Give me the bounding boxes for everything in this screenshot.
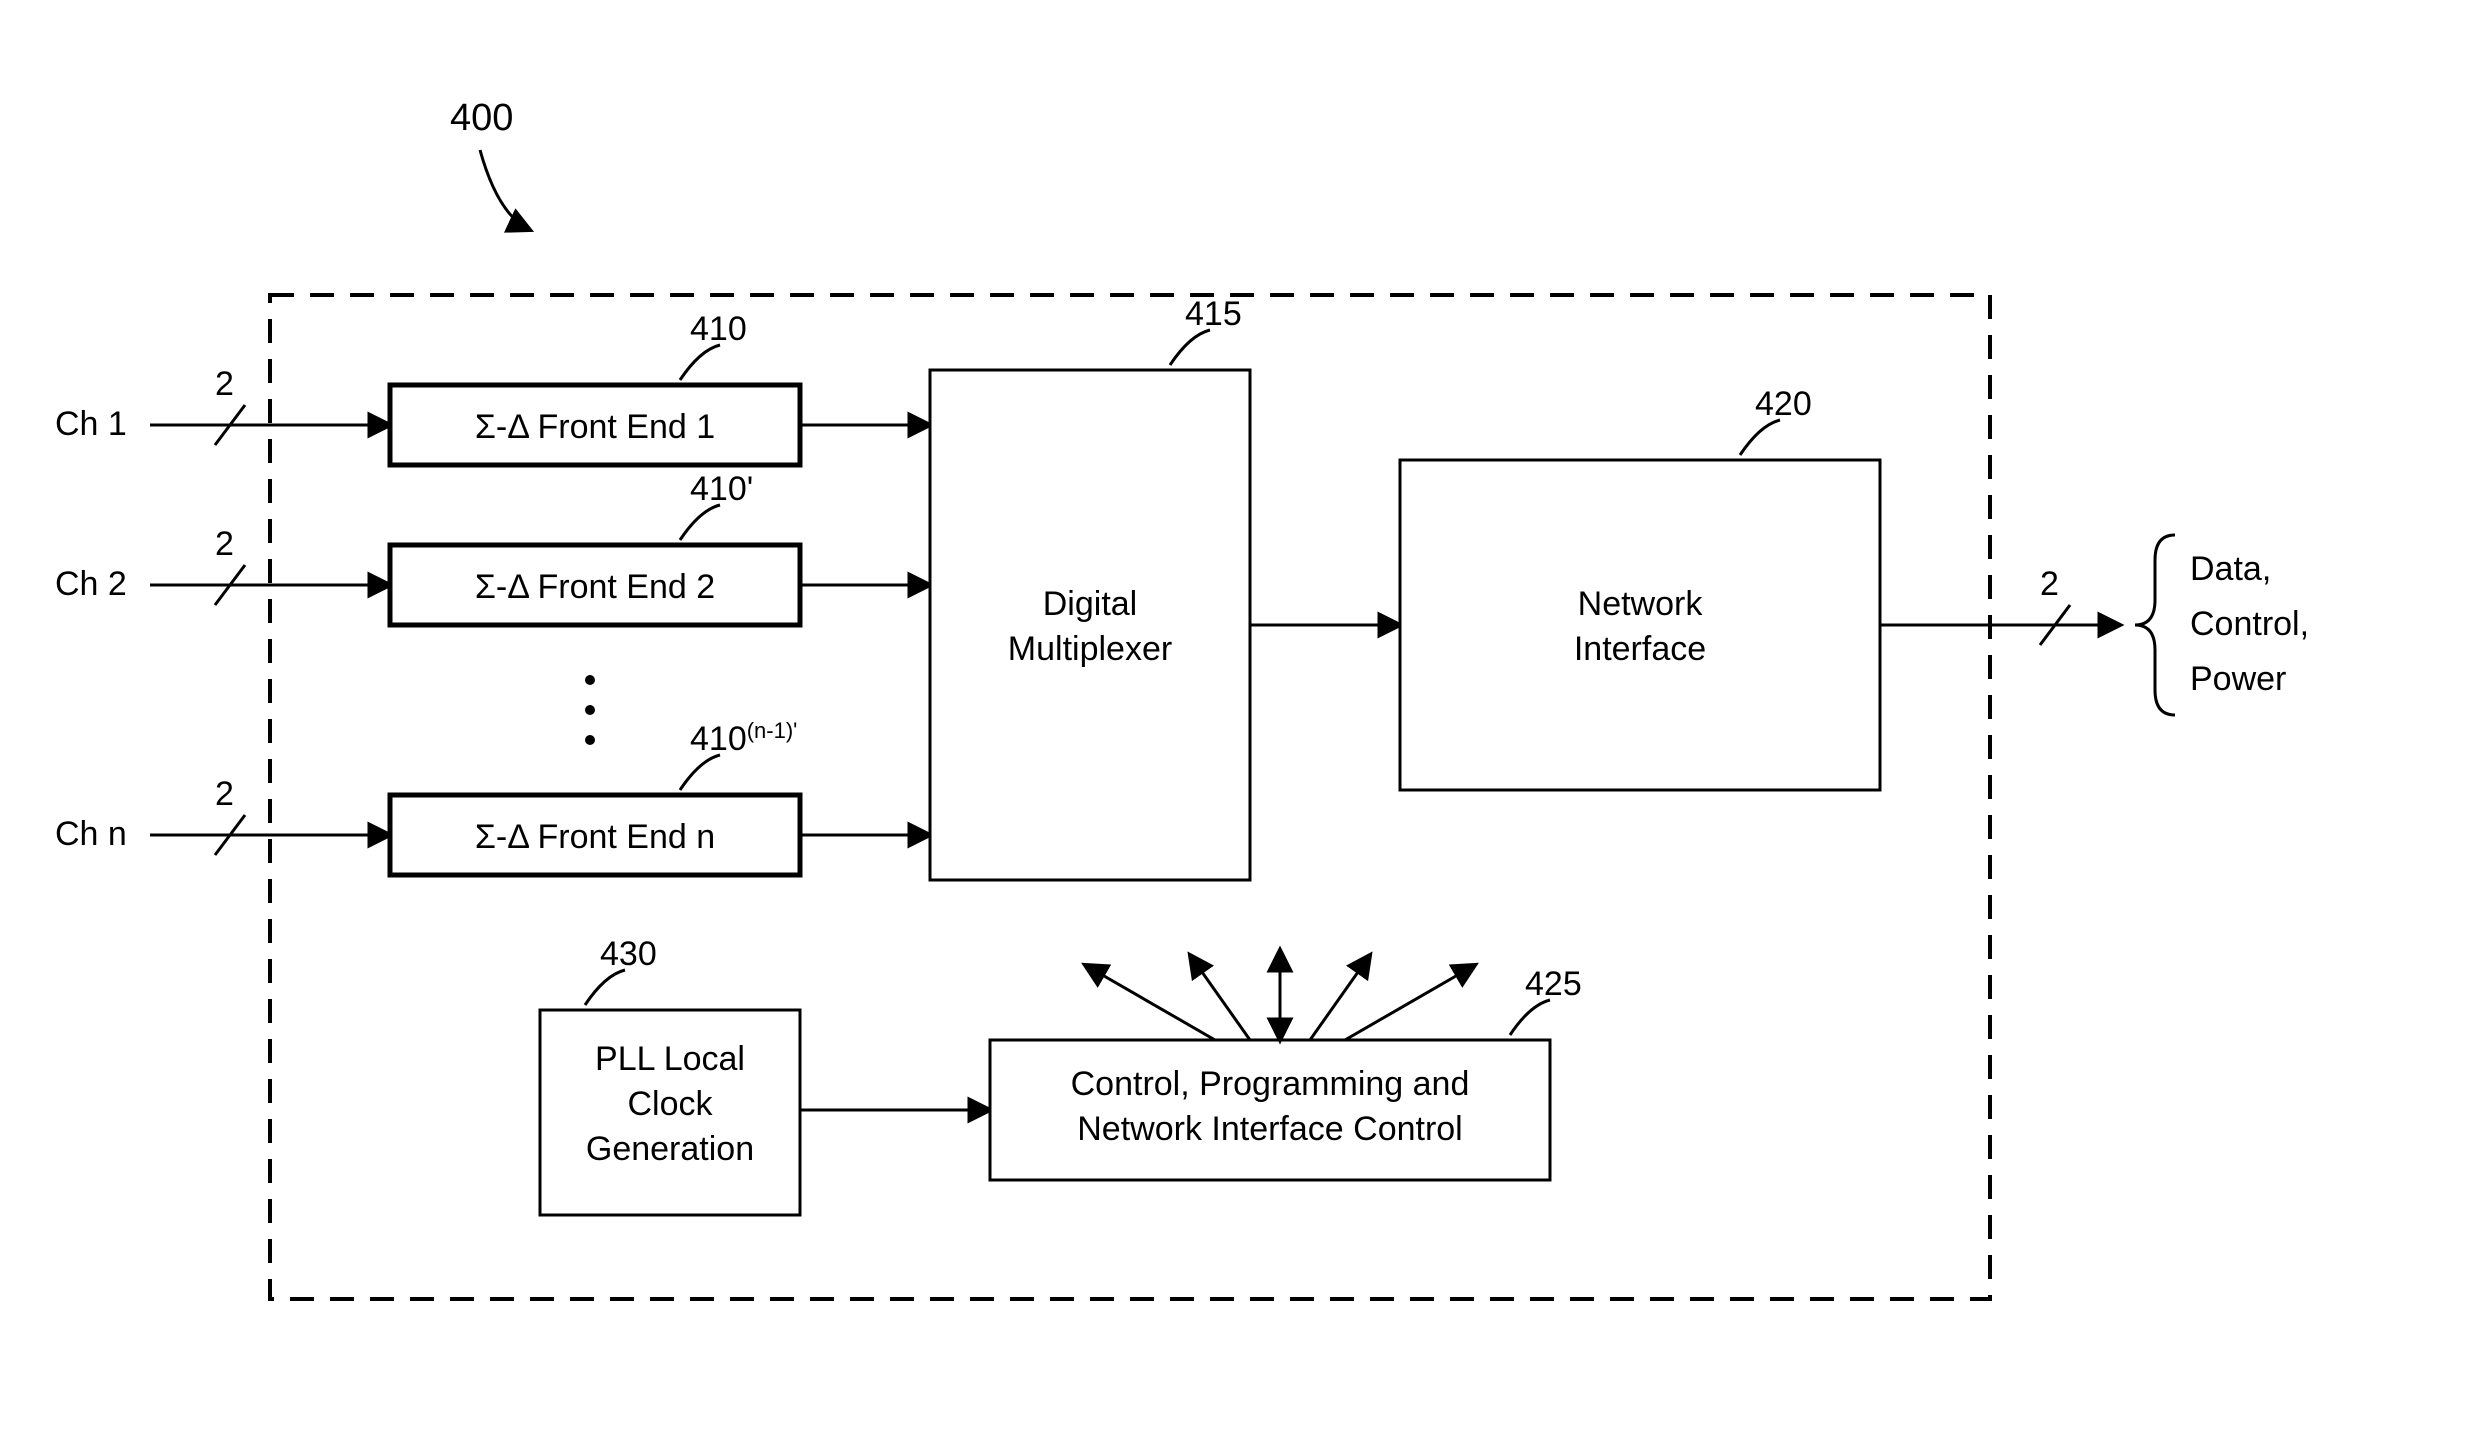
out-bus: 2 — [2040, 565, 2059, 603]
ch1-label: Ch 1 — [55, 405, 127, 443]
fen-ref-tick — [680, 755, 720, 790]
pll-label-3: Generation — [586, 1130, 754, 1168]
netif-label-1: Network — [1578, 585, 1704, 623]
netif-ref: 420 — [1755, 385, 1812, 423]
fe1-ref: 410 — [690, 310, 747, 348]
ellipsis-dot — [585, 735, 595, 745]
fe2-ref-tick — [680, 505, 720, 540]
ctrl-fan-4 — [1310, 955, 1370, 1040]
front-end-n-label: Σ-Δ Front End n — [475, 818, 715, 856]
mux-ref: 415 — [1185, 295, 1242, 333]
ctrl-fan-2 — [1190, 955, 1250, 1040]
ctrl-ref-tick — [1510, 1000, 1550, 1035]
digital-multiplexer — [930, 370, 1250, 880]
mux-label-1: Digital — [1043, 585, 1137, 623]
ellipsis-dot — [585, 675, 595, 685]
network-interface — [1400, 460, 1880, 790]
ch2-bus: 2 — [215, 525, 234, 563]
ctrl-fan-5 — [1345, 965, 1475, 1040]
ellipsis-dot — [585, 705, 595, 715]
mux-ref-tick — [1170, 330, 1210, 365]
ch1-bus: 2 — [215, 365, 234, 403]
pll-ref-tick — [585, 970, 625, 1005]
ch2-label: Ch 2 — [55, 565, 127, 603]
front-end-2-label: Σ-Δ Front End 2 — [475, 568, 715, 606]
ctrl-fan-1 — [1085, 965, 1215, 1040]
ctrl-label-1: Control, Programming and — [1071, 1065, 1470, 1103]
ref-pointer — [480, 150, 530, 230]
out-label-power: Power — [2190, 660, 2286, 698]
chn-bus: 2 — [215, 775, 234, 813]
chn-label: Ch n — [55, 815, 127, 853]
pll-label-2: Clock — [627, 1085, 713, 1123]
block-diagram: 400 Ch 1 2 Ch 2 2 Ch n 2 Σ-Δ Front End 1… — [0, 0, 2469, 1439]
figure-ref: 400 — [450, 97, 513, 139]
netif-ref-tick — [1740, 420, 1780, 455]
front-end-1-label: Σ-Δ Front End 1 — [475, 408, 715, 446]
pll-ref: 430 — [600, 935, 657, 973]
netif-label-2: Interface — [1574, 630, 1706, 668]
fe1-ref-tick — [680, 345, 720, 380]
output-brace — [2135, 535, 2175, 715]
fen-ref: 410(n-1)' — [690, 718, 797, 759]
ctrl-ref: 425 — [1525, 965, 1582, 1003]
ctrl-label-2: Network Interface Control — [1077, 1110, 1463, 1148]
out-label-control: Control, — [2190, 605, 2309, 643]
mux-label-2: Multiplexer — [1008, 630, 1172, 668]
pll-label-1: PLL Local — [595, 1040, 745, 1078]
fe2-ref: 410' — [690, 470, 753, 508]
out-label-data: Data, — [2190, 550, 2271, 588]
